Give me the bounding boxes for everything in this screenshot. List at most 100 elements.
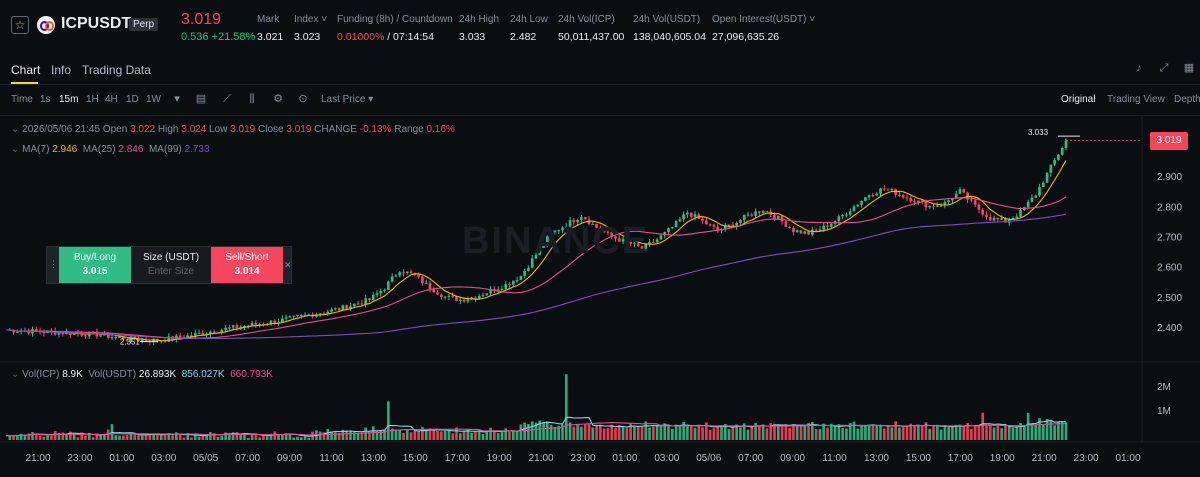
stat-value-24h-high: 3.033 [459, 31, 486, 43]
volume-bar [1011, 427, 1015, 440]
drag-handle-icon[interactable]: ⋮ [49, 259, 58, 269]
sell-short-button[interactable]: Sell/Short 3.014 [211, 247, 283, 283]
volume-bar [16, 435, 19, 440]
volume-bar [474, 431, 477, 440]
volume-bar [273, 431, 277, 440]
close-icon[interactable]: ✕ [284, 260, 292, 270]
interval-4h[interactable]: 4H [105, 94, 118, 105]
candle-body [296, 315, 299, 317]
candle-body [496, 289, 500, 292]
volume-bar [224, 432, 227, 440]
volume-bar [122, 435, 125, 440]
candle-body [606, 231, 610, 233]
stat-label-open-interest[interactable]: Open Interest(USDT) ˅ [712, 14, 816, 25]
volume-bar [992, 427, 996, 440]
tab-trading-data[interactable]: Trading Data [82, 63, 151, 77]
symbol-name[interactable]: ICPUSDT [61, 15, 132, 32]
candle-body [924, 201, 928, 208]
favorite-star-icon[interactable]: ☆ [11, 16, 29, 34]
candle-body [913, 201, 916, 203]
interval-1h[interactable]: 1H [86, 94, 99, 105]
tab-chart[interactable]: Chart [11, 63, 41, 77]
candle-body [943, 202, 947, 206]
interval-1d[interactable]: 1D [126, 94, 139, 105]
stat-label-index[interactable]: Index ˅ [294, 14, 328, 25]
volume-bar [443, 430, 447, 440]
indicator-icon[interactable]: ⟋ [223, 93, 231, 105]
candle-body [368, 298, 371, 301]
volume-bar [265, 436, 269, 440]
candle-body [405, 271, 409, 274]
settings-icon[interactable]: ⚙ [273, 93, 283, 105]
candle-body [390, 276, 394, 282]
volume-bar [602, 428, 606, 440]
volume-bar [428, 428, 432, 440]
volume-bar [140, 435, 144, 440]
candle-body [712, 224, 716, 227]
price-type-select[interactable]: Last Price ▾ [321, 94, 374, 105]
volume-bar [34, 433, 38, 440]
time-axis-label: 09:00 [277, 453, 302, 464]
candle-body [1060, 147, 1064, 155]
size-input[interactable]: Size (USDT) Enter Size [131, 247, 211, 283]
candle-body [106, 333, 110, 338]
buy-long-button[interactable]: Buy/Long 3.015 [59, 247, 131, 283]
volume-bar [477, 430, 481, 440]
volume-bar [413, 430, 417, 440]
view-depth[interactable]: Depth [1174, 94, 1200, 105]
candle-body [822, 225, 826, 230]
volume-bar [50, 435, 53, 440]
candle-body [364, 298, 367, 305]
volume-bar [103, 434, 106, 440]
candle-body [250, 322, 254, 326]
candle-body [152, 338, 155, 342]
interval-15m[interactable]: 15m [59, 94, 79, 105]
candle-body [663, 231, 667, 236]
stat-value-open-interest: 27,096,635.26 [712, 31, 780, 43]
volume-bar [530, 421, 534, 440]
candle-type-icon[interactable]: ⫼ [249, 93, 255, 105]
candle-body [754, 211, 757, 216]
crosshair-icon[interactable]: ⊙ [298, 93, 308, 105]
interval-1s[interactable]: 1s [40, 94, 51, 105]
expand-icon[interactable]: ⤢ [1159, 62, 1169, 74]
candle-body [652, 241, 655, 243]
volume-bar [318, 431, 322, 440]
volume-bar [186, 433, 190, 440]
calendar-icon[interactable]: ▤ [195, 93, 207, 105]
grid-layout-icon[interactable]: ▦ [1183, 62, 1195, 74]
volume-bar [693, 427, 697, 440]
volume-bar [27, 433, 31, 440]
vol-ma-value-2: 660.793K [230, 369, 273, 380]
volume-bar [557, 425, 561, 440]
interval-1w[interactable]: 1W [146, 94, 161, 105]
volume-bar [375, 431, 379, 440]
volume-bar [780, 425, 784, 440]
volume-bar [322, 432, 326, 440]
candle-body [534, 254, 538, 259]
candle-body [583, 217, 587, 220]
interval-time[interactable]: Time [11, 94, 33, 105]
volume-bar [99, 435, 102, 440]
candle-body [962, 189, 966, 193]
view-trading-view[interactable]: Trading View [1107, 94, 1165, 105]
candle-body [1057, 154, 1060, 160]
time-axis-label: 05/06 [696, 453, 721, 464]
candle-body [402, 272, 405, 274]
interval-dropdown-icon[interactable]: ▾ [174, 93, 180, 105]
candle-body [689, 212, 693, 217]
ohlc-high-label: High [157, 124, 179, 135]
candle-body [421, 276, 424, 284]
bell-icon[interactable]: ♪ [1136, 62, 1142, 74]
volume-bar [617, 425, 621, 440]
candle-body [16, 331, 19, 333]
volume-bar [932, 426, 935, 440]
time-axis-label: 17:00 [445, 453, 470, 464]
view-original[interactable]: Original [1061, 94, 1096, 105]
volume-bar [546, 421, 549, 440]
volume-bar [53, 430, 57, 440]
price-axis-label: 2.600 [1157, 263, 1182, 274]
tab-info[interactable]: Info [51, 63, 72, 77]
volume-bar [303, 436, 307, 440]
